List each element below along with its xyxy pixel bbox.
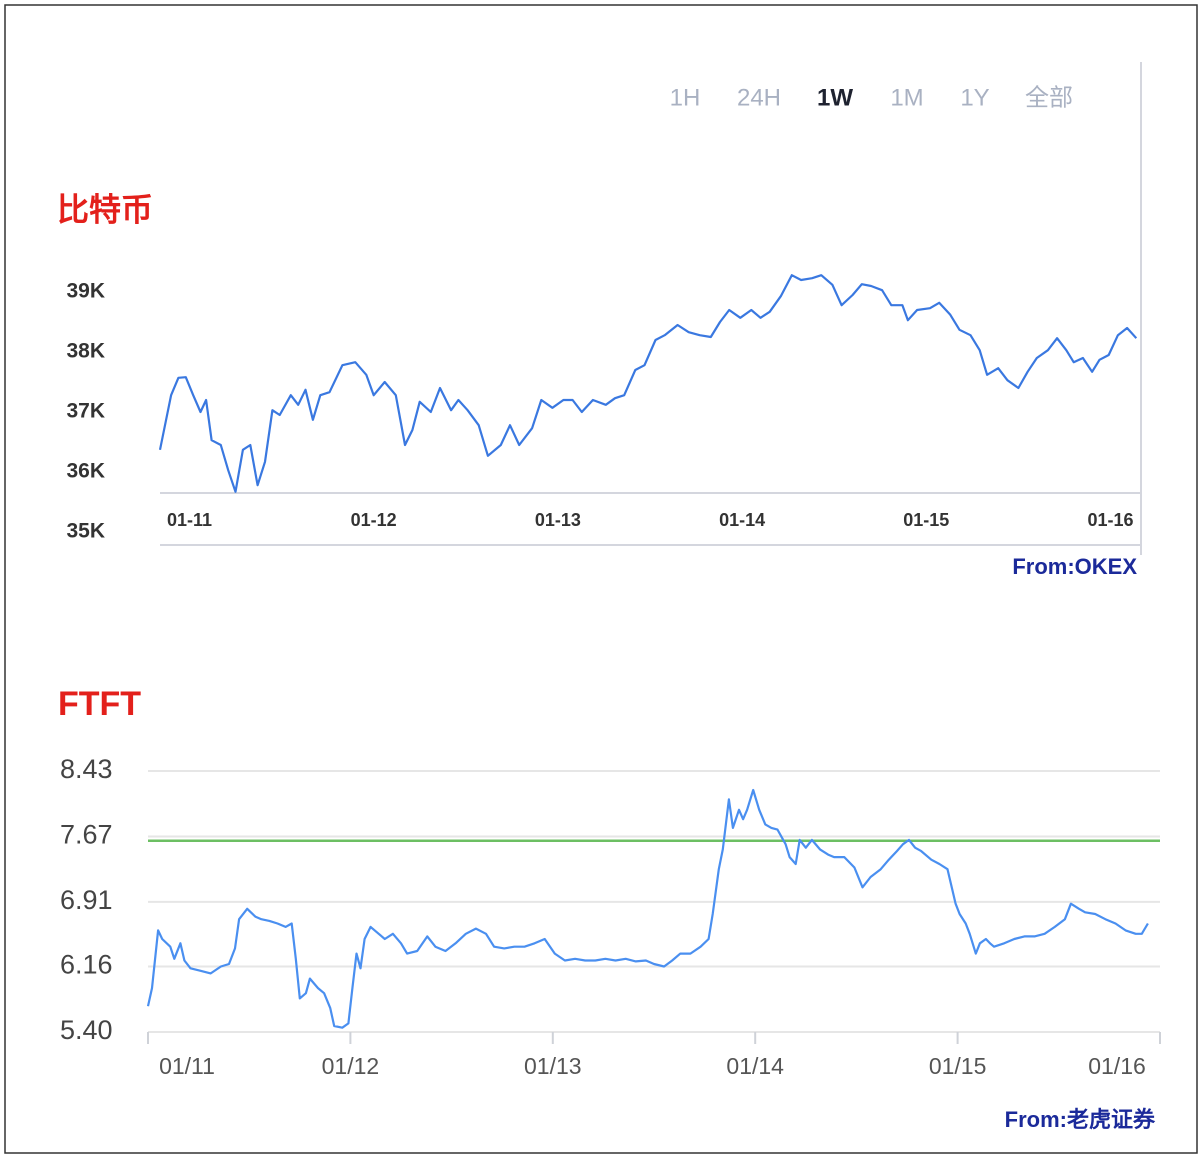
x-tick-label: 01-12 [351, 510, 397, 530]
y-tick-label: 39K [66, 280, 105, 303]
x-tick-label: 01/12 [322, 1053, 380, 1079]
x-tick-label: 01/13 [524, 1053, 582, 1079]
range-tab[interactable]: 1Y [960, 84, 989, 111]
source: From:OKEX [1012, 554, 1137, 579]
y-tick-label: 35K [66, 520, 105, 543]
range-tab[interactable]: 全部 [1025, 84, 1073, 111]
y-tick-label: 6.91 [60, 885, 113, 915]
range-tab[interactable]: 1M [890, 84, 923, 111]
x-tick-label: 01/11 [159, 1053, 215, 1079]
y-tick-label: 5.40 [60, 1015, 113, 1045]
x-tick-label: 01-15 [903, 510, 949, 530]
y-tick-label: 7.67 [60, 820, 113, 850]
chart-title: FTFT [58, 685, 141, 723]
source: From:老虎证券 [1005, 1107, 1156, 1132]
x-tick-label: 01-11 [167, 510, 212, 530]
price-line [146, 788, 1149, 1029]
y-tick-label: 36K [66, 460, 105, 483]
range-tab[interactable]: 1H [670, 84, 701, 111]
range-tab[interactable]: 1W [817, 84, 853, 111]
x-tick-label: 01/15 [929, 1053, 987, 1079]
x-tick-label: 01-14 [719, 510, 765, 530]
y-tick-label: 8.43 [60, 754, 113, 784]
y-tick-label: 6.16 [60, 950, 113, 980]
frame [4, 4, 1198, 1154]
price-line [158, 274, 1138, 493]
x-tick-label: 01-13 [535, 510, 581, 530]
x-tick-label: 01-16 [1088, 510, 1134, 530]
chart-title: 比特币 [57, 191, 153, 227]
y-tick-label: 38K [66, 340, 105, 363]
x-tick-label: 01/14 [726, 1053, 784, 1079]
y-tick-label: 37K [66, 400, 105, 423]
range-tab[interactable]: 24H [737, 84, 781, 111]
x-tick-label: 01/16 [1088, 1053, 1146, 1079]
